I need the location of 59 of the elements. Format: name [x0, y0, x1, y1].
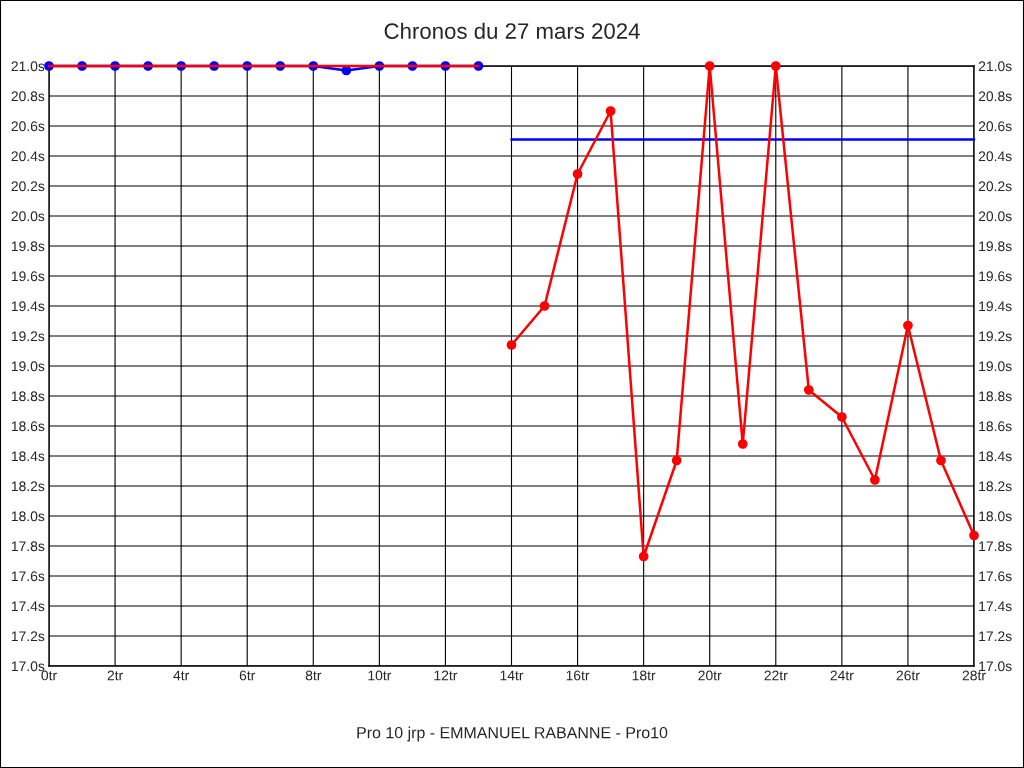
- x-tick-label: 16tr: [566, 670, 590, 681]
- x-tick-label: 2tr: [107, 670, 123, 681]
- y2-tick-label: 20.4s: [978, 151, 1012, 162]
- x-tick-label: 22tr: [764, 670, 788, 681]
- x-tick-label: 0tr: [41, 670, 57, 681]
- y2-tick-label: 18.6s: [979, 421, 1012, 432]
- y2-tick-label: 17.4s: [979, 601, 1012, 612]
- x-tick-label: 6tr: [239, 670, 256, 681]
- y-tick-label: 19.6s: [11, 271, 45, 282]
- y2-tick-label: 19.8s: [979, 241, 1012, 252]
- y-tick-label: 18.8s: [11, 391, 45, 402]
- y2-tick-label: 21.0s: [978, 61, 1012, 72]
- chart-title: Chronos du 27 mars 2024: [384, 22, 640, 39]
- y-tick-label: 19.0s: [11, 361, 45, 372]
- y-tick-label: 20.2s: [11, 181, 45, 192]
- x-tick-label: 28tr: [962, 670, 986, 681]
- y-tick-label: 20.6s: [11, 121, 45, 132]
- y-tick-label: 17.0s: [11, 661, 45, 672]
- y2-tick-label: 20.0s: [978, 211, 1012, 222]
- y2-tick-label: 20.6s: [978, 121, 1012, 132]
- y-tick-label: 18.4s: [11, 451, 45, 462]
- y2-tick-label: 18.2s: [979, 481, 1012, 492]
- y2-tick-label: 20.2s: [978, 181, 1012, 192]
- y-tick-label: 20.8s: [11, 91, 45, 102]
- y-tick-label: 19.4s: [11, 301, 45, 312]
- x-tick-label: 26tr: [896, 670, 920, 681]
- y2-tick-label: 17.6s: [979, 571, 1012, 582]
- y2-tick-label: 18.4s: [979, 451, 1012, 462]
- x-tick-label: 12tr: [434, 670, 458, 681]
- x-tick-label: 8tr: [305, 670, 322, 681]
- y-tick-label: 18.6s: [11, 421, 45, 432]
- y2-tick-label: 19.6s: [979, 271, 1012, 282]
- y2-tick-label: 17.2s: [979, 631, 1012, 642]
- y-tick-label: 17.6s: [11, 571, 45, 582]
- y-tick-label: 17.4s: [11, 601, 45, 612]
- y-tick-label: 20.4s: [11, 151, 45, 162]
- y2-tick-label: 19.0s: [979, 361, 1012, 372]
- x-tick-label: 4tr: [173, 670, 190, 681]
- x-tick-label: 14tr: [500, 670, 524, 681]
- y-tick-label: 21.0s: [11, 61, 45, 72]
- y2-tick-label: 20.8s: [978, 91, 1012, 102]
- y2-tick-label: 19.2s: [979, 331, 1012, 342]
- y2-tick-label: 19.4s: [979, 301, 1012, 312]
- x-tick-label: 10tr: [368, 670, 392, 681]
- x-tick-label: 18tr: [632, 670, 656, 681]
- y-tick-label: 19.8s: [11, 241, 45, 252]
- y2-tick-label: 17.0s: [979, 661, 1012, 672]
- y2-tick-label: 18.0s: [979, 511, 1012, 522]
- y-tick-label: 18.0s: [11, 511, 45, 522]
- x-tick-label: 20tr: [698, 670, 722, 681]
- y-tick-label: 17.2s: [11, 631, 45, 642]
- y-tick-label: 19.2s: [11, 331, 45, 342]
- text: Pro 10 jrp - EMMANUEL RABANNE - Pro10: [357, 726, 668, 742]
- y-tick-label: 18.2s: [11, 481, 45, 492]
- y-tick-label: 20.0s: [11, 211, 45, 222]
- y2-tick-label: 17.8s: [979, 541, 1012, 552]
- y-tick-label: 17.8s: [11, 541, 45, 552]
- x-tick-label: 24tr: [830, 670, 854, 681]
- y2-tick-label: 18.8s: [979, 391, 1012, 402]
